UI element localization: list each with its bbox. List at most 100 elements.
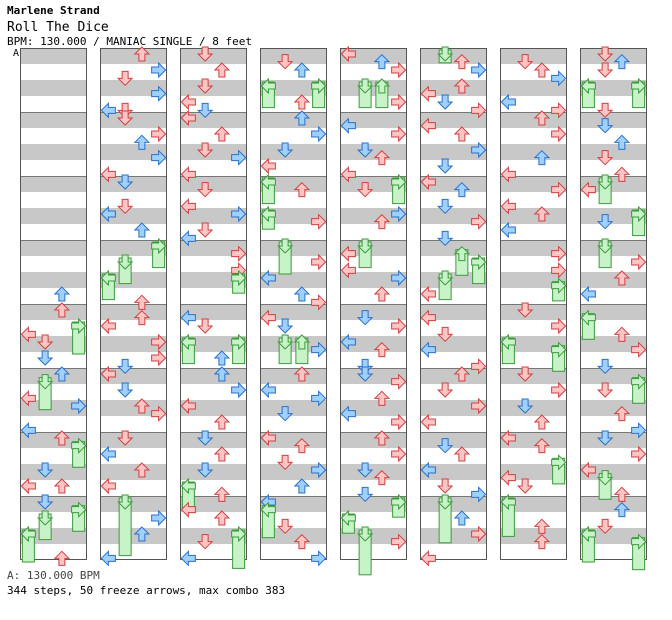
step-arrow [100, 205, 116, 223]
freeze-arrow [500, 333, 516, 365]
step-arrow [420, 117, 436, 134]
step-arrow [391, 445, 407, 463]
step-arrow [500, 166, 516, 183]
step-arrow [293, 437, 311, 454]
step-arrow [133, 526, 151, 542]
step-arrow [20, 326, 36, 343]
step-arrow [36, 334, 54, 350]
step-arrow [391, 125, 407, 143]
step-arrow [356, 142, 374, 158]
step-arrow [260, 429, 276, 447]
step-arrow [293, 366, 311, 382]
step-arrow [453, 78, 471, 94]
freeze-arrow [276, 334, 294, 365]
freeze-arrow [311, 77, 327, 109]
step-arrow [180, 550, 196, 567]
freeze-arrow [260, 173, 276, 205]
freeze-arrow [20, 525, 36, 563]
step-arrow [471, 213, 487, 230]
step-arrow [516, 366, 534, 382]
step-arrow [436, 230, 454, 247]
step-arrow [196, 534, 214, 550]
step-arrow [340, 262, 356, 279]
step-arrow [100, 166, 116, 183]
step-arrow [596, 430, 614, 446]
step-arrow [533, 414, 551, 430]
step-arrow [516, 398, 534, 414]
freeze-arrow [631, 77, 647, 109]
step-arrow [551, 102, 567, 119]
freeze-arrow [116, 254, 134, 285]
step-arrow [596, 382, 614, 398]
step-arrow [116, 70, 134, 87]
freeze-arrow [471, 253, 487, 285]
step-arrow [596, 46, 614, 62]
freeze-arrow [436, 270, 454, 301]
step-arrow [453, 446, 471, 462]
step-arrow [213, 486, 231, 502]
step-arrow [231, 245, 247, 262]
step-arrow [420, 341, 436, 358]
step-arrow [151, 333, 167, 351]
freeze-arrow [373, 78, 391, 109]
step-arrow [436, 382, 454, 398]
freeze-arrow [596, 174, 614, 205]
step-arrow [196, 78, 214, 94]
step-arrow [420, 309, 436, 326]
step-arrow [453, 366, 471, 382]
freeze-arrow [580, 309, 596, 340]
chart-column [580, 48, 647, 560]
step-arrow [151, 61, 167, 79]
freeze-arrow [551, 454, 567, 485]
step-arrow [133, 222, 151, 238]
step-arrow [116, 198, 134, 215]
step-arrow [133, 134, 151, 150]
freeze-arrow [231, 525, 247, 569]
freeze-arrow [356, 526, 374, 576]
step-arrow [373, 286, 391, 302]
step-arrow [516, 302, 534, 318]
freeze-arrow [180, 477, 196, 509]
step-arrow [213, 414, 231, 430]
step-arrow [420, 285, 436, 303]
step-arrow [213, 62, 231, 78]
step-arrow [596, 102, 614, 119]
step-arrow [340, 333, 356, 351]
freeze-arrow [293, 334, 311, 365]
step-arrow [196, 462, 214, 478]
step-arrow [71, 397, 87, 415]
freeze-arrow [260, 501, 276, 539]
step-arrow [551, 262, 567, 279]
chart-column [20, 48, 87, 560]
step-arrow [391, 61, 407, 79]
freeze-arrow [551, 341, 567, 372]
step-arrow [356, 310, 374, 326]
step-arrow [500, 198, 516, 215]
step-arrow [311, 550, 327, 567]
step-arrow [631, 422, 647, 439]
step-arrow [500, 469, 516, 486]
step-arrow [453, 53, 471, 70]
step-arrow [516, 478, 534, 494]
step-arrow [471, 358, 487, 375]
step-arrow [133, 309, 151, 326]
step-arrow [340, 117, 356, 134]
step-arrow [551, 245, 567, 262]
step-arrow [471, 486, 487, 503]
step-arrow [373, 213, 391, 230]
step-arrow [180, 230, 196, 247]
step-arrow [356, 462, 374, 478]
step-arrow [180, 109, 196, 127]
freeze-arrow [453, 245, 471, 276]
freeze-arrow [596, 470, 614, 500]
step-arrow [436, 438, 454, 454]
step-arrow [196, 142, 214, 158]
step-arrow [471, 61, 487, 79]
freeze-arrow [391, 173, 407, 205]
step-arrow [453, 510, 471, 526]
step-arrow [180, 397, 196, 415]
step-arrow [311, 461, 327, 479]
step-arrow [276, 318, 294, 334]
step-arrow [613, 486, 631, 502]
step-arrow [196, 222, 214, 238]
